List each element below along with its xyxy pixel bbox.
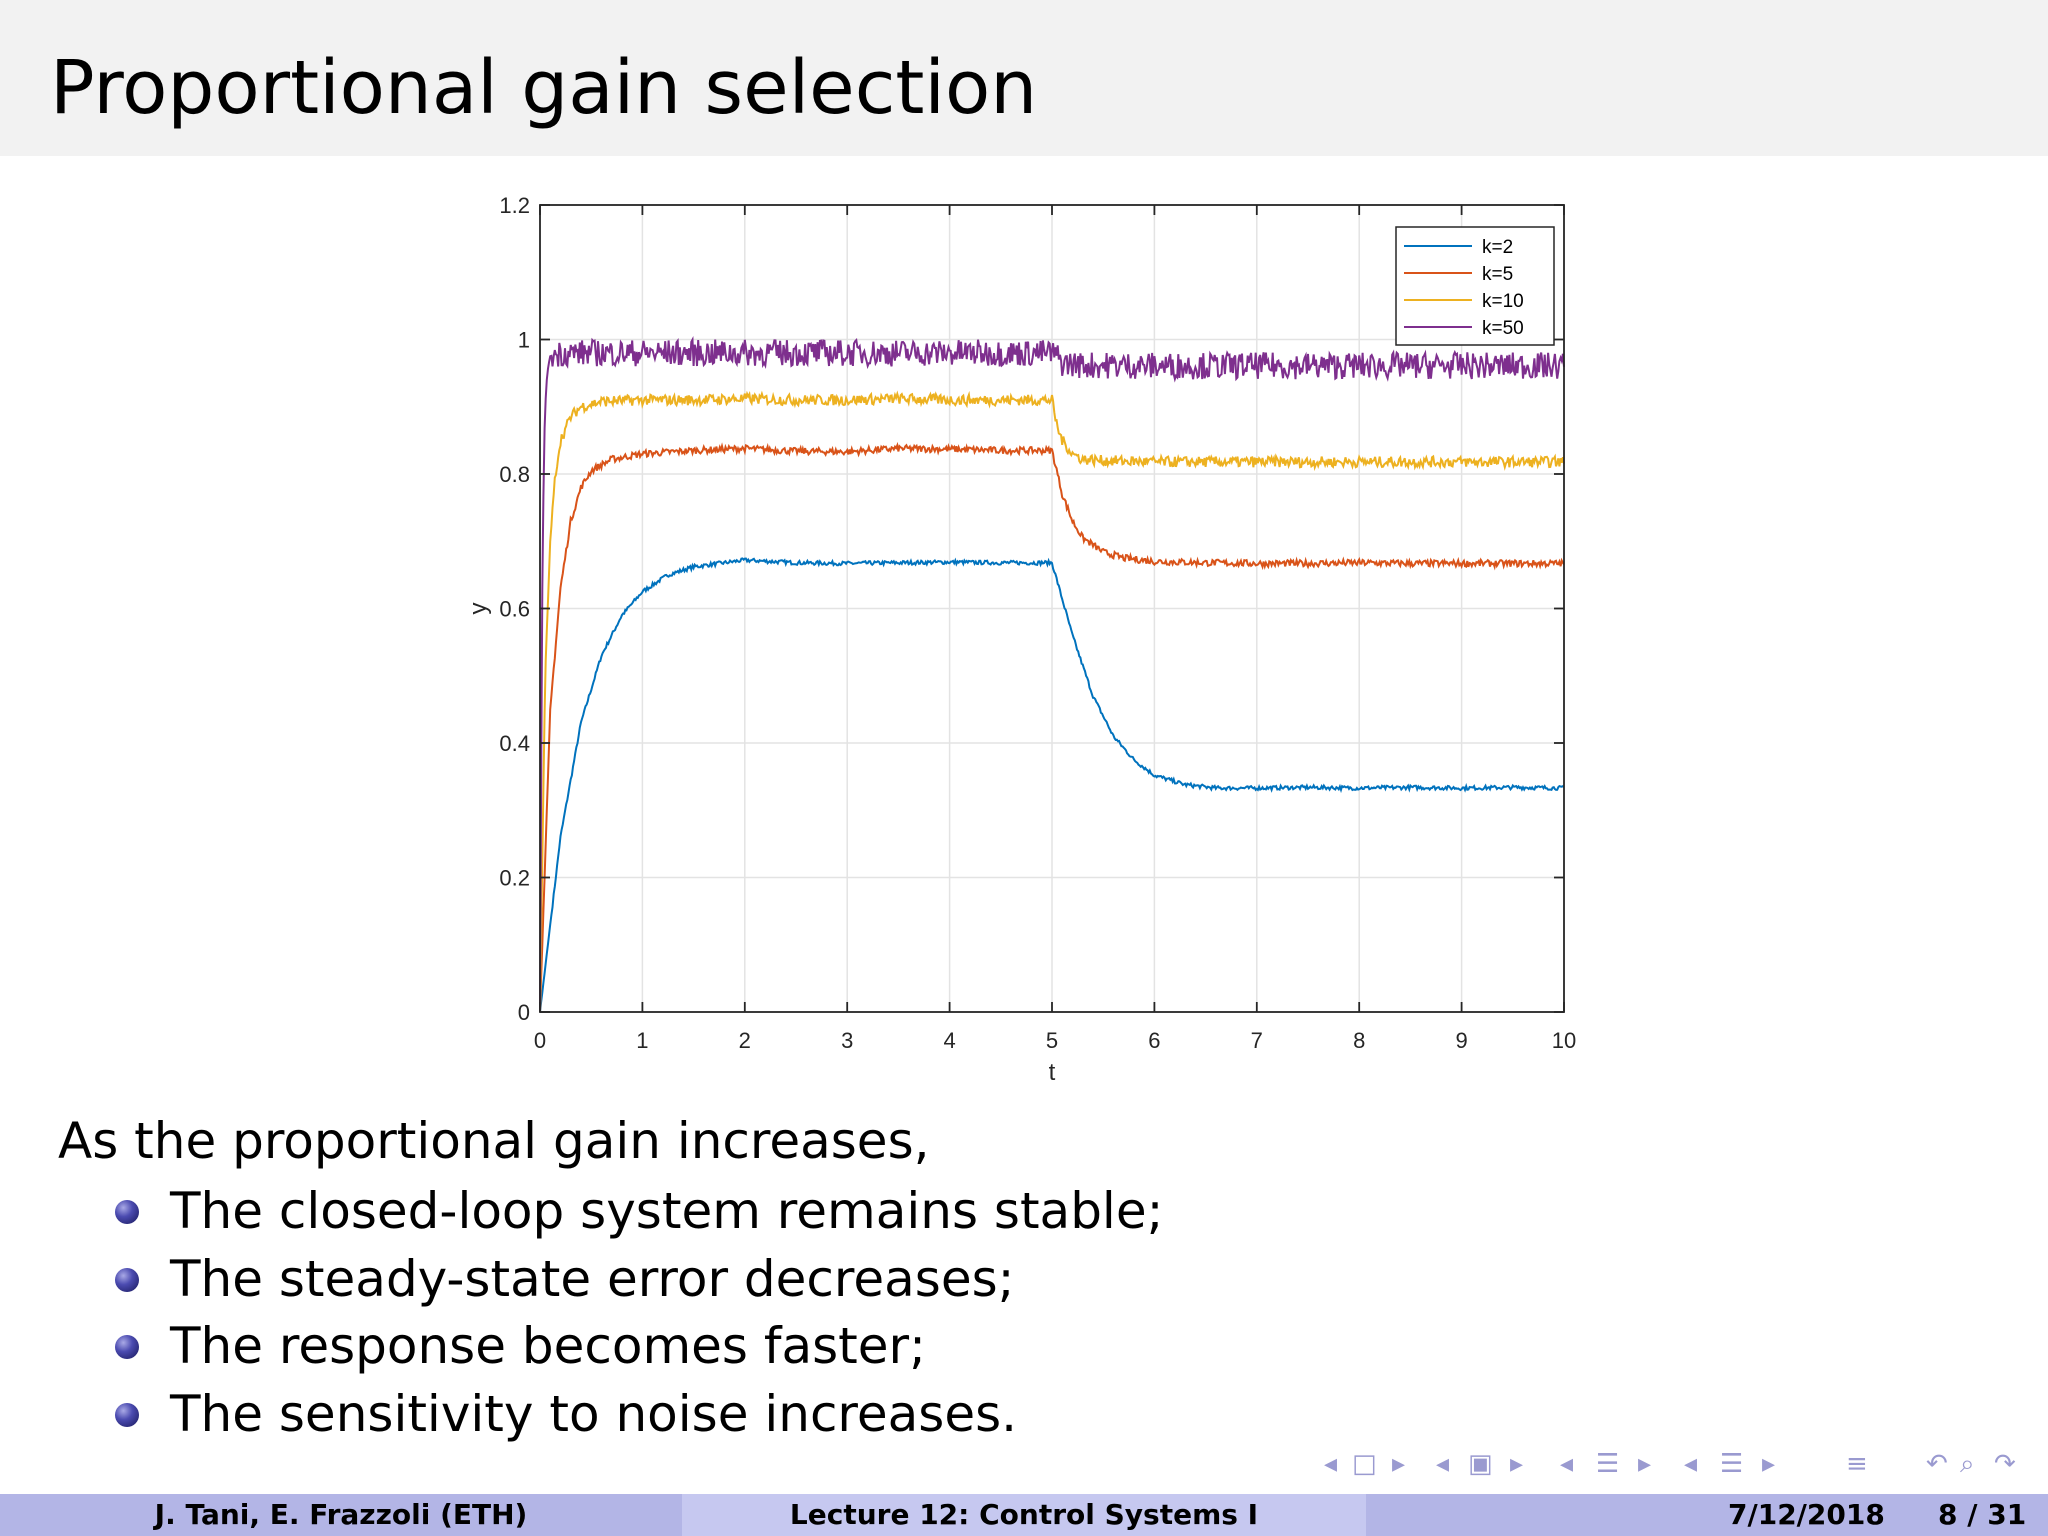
legend-entry: k=5 <box>1482 264 1513 285</box>
bullet-icon <box>115 1200 139 1224</box>
y-tick-label: 1.2 <box>499 193 530 218</box>
slide-title: Proportional gain selection <box>50 45 1038 131</box>
x-tick-label: 7 <box>1251 1028 1263 1053</box>
x-axis-label: t <box>1049 1059 1056 1086</box>
footer-page-number: 8 / 31 <box>1938 1498 2027 1531</box>
y-tick-label: 1 <box>518 328 530 353</box>
y-tick-label: 0.4 <box>499 731 530 756</box>
toc-icon[interactable]: ≡ <box>1846 1449 1868 1479</box>
series-line-k-2 <box>539 557 1565 1013</box>
bullet-text: The closed-loop system remains stable; <box>170 1182 1164 1240</box>
x-tick-label: 6 <box>1148 1028 1160 1053</box>
footer-right <box>1366 1494 2048 1536</box>
legend-entry: k=10 <box>1482 291 1524 312</box>
nav-next-icon[interactable]: ▸ <box>1638 1449 1652 1479</box>
footer-authors: J. Tani, E. Frazzoli (ETH) <box>154 1498 528 1531</box>
y-tick-label: 0 <box>518 1000 530 1025</box>
bullet-icon <box>115 1335 139 1359</box>
footer-left: J. Tani, E. Frazzoli (ETH) <box>0 1494 682 1536</box>
footer-lecture: Lecture 12: Control Systems I <box>789 1498 1259 1531</box>
bullet-text: The steady-state error decreases; <box>170 1250 1015 1308</box>
x-tick-label: 2 <box>739 1028 751 1053</box>
bullet-text: The response becomes faster; <box>170 1317 926 1375</box>
legend-entry: k=2 <box>1482 237 1513 258</box>
beamer-navigation: ◂ □ ▸ ◂ ▣ ▸ ◂ ☰ ▸ ◂ ☰ ▸ ≡ ↶ ⌕ ↷ <box>1300 1444 2048 1484</box>
series-line-k-10 <box>539 390 1565 1013</box>
x-tick-label: 0 <box>534 1028 546 1053</box>
x-tick-label: 5 <box>1046 1028 1058 1053</box>
subsection-icon[interactable]: ▣ <box>1468 1449 1493 1479</box>
nav-prev-icon[interactable]: ◂ <box>1324 1449 1338 1479</box>
x-tick-label: 3 <box>841 1028 853 1053</box>
x-tick-label: 4 <box>943 1028 955 1053</box>
intro-text: As the proportional gain increases, <box>58 1112 930 1170</box>
x-tick-label: 9 <box>1455 1028 1467 1053</box>
x-tick-label: 1 <box>636 1028 648 1053</box>
x-tick-label: 10 <box>1552 1028 1576 1053</box>
section-icon[interactable]: ☰ <box>1596 1449 1620 1479</box>
bullet-icon <box>115 1403 139 1427</box>
footer-date: 7/12/2018 <box>1728 1498 1885 1531</box>
nav-prev-icon[interactable]: ◂ <box>1436 1449 1450 1479</box>
y-tick-label: 0.8 <box>499 462 530 487</box>
nav-next-icon[interactable]: ▸ <box>1392 1449 1406 1479</box>
nav-prev-icon[interactable]: ◂ <box>1684 1449 1698 1479</box>
nav-next-icon[interactable]: ▸ <box>1510 1449 1524 1479</box>
back-icon[interactable]: ↶ <box>1926 1449 1948 1479</box>
y-tick-label: 0.6 <box>499 597 530 622</box>
presentation-icon[interactable]: ☰ <box>1720 1449 1744 1479</box>
search-icon[interactable]: ⌕ <box>1960 1449 1975 1479</box>
nav-next-icon[interactable]: ▸ <box>1762 1449 1776 1479</box>
bullet-icon <box>115 1268 139 1292</box>
x-tick-label: 8 <box>1353 1028 1365 1053</box>
y-axis-label: y <box>465 603 492 615</box>
legend-entry: k=50 <box>1482 318 1524 339</box>
series-line-k-50 <box>539 336 1565 1013</box>
footer: J. Tani, E. Frazzoli (ETH) Lecture 12: C… <box>0 1494 2048 1536</box>
title-bar: Proportional gain selection <box>0 0 2048 156</box>
frame-icon[interactable]: □ <box>1352 1449 1377 1479</box>
line-chart: 0 1 2 3 4 5 6 7 8 9 10 0 0.2 0.4 0.6 0.8 1 1.2 t y k=2 k=5 k=1… <box>465 193 1576 1086</box>
nav-prev-icon[interactable]: ◂ <box>1560 1449 1574 1479</box>
forward-icon[interactable]: ↷ <box>1994 1449 2016 1479</box>
series-line-k-5 <box>539 441 1565 1013</box>
bullet-text: The sensitivity to noise increases. <box>170 1385 1018 1443</box>
footer-middle: Lecture 12: Control Systems I <box>682 1494 1366 1536</box>
y-tick-label: 0.2 <box>499 866 530 891</box>
